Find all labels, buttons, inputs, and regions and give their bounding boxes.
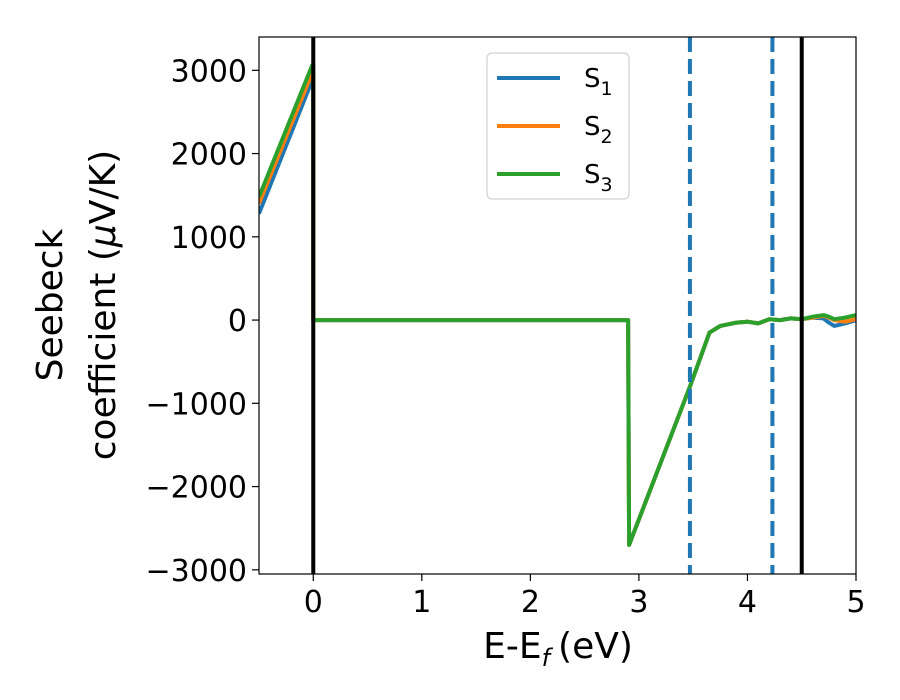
legend-label-s1: S1	[584, 64, 613, 100]
x-axis-title: E-Ef (eV)	[483, 626, 633, 672]
legend-label-s2: S2	[584, 112, 613, 148]
y-tick-label: 1000	[171, 221, 247, 256]
y-axis-title: Seebeck coefficient (μV/K)	[30, 150, 124, 460]
y-tick-label: 2000	[171, 138, 247, 173]
x-tick-label: 4	[738, 585, 757, 620]
y-tick-label: 0	[228, 304, 247, 339]
legend: S1 S2 S3	[486, 52, 630, 200]
plot-area	[259, 37, 856, 574]
x-tick-label: 3	[629, 585, 648, 620]
y-tick-label: −1000	[146, 387, 247, 422]
y-tick-label: −2000	[146, 471, 247, 506]
x-tick-label: 2	[521, 585, 540, 620]
y-axis-title-line1: Seebeck	[30, 228, 71, 381]
legend-label-s3: S3	[584, 160, 613, 196]
plot-content	[259, 37, 856, 574]
y-tick-label: −3000	[146, 554, 247, 589]
x-tick-label: 0	[304, 585, 323, 620]
axes-frame	[258, 36, 857, 575]
axes: 0 1 2 3 4 5 −3000 −2000 −1000 0 1000 2000 3000	[146, 36, 866, 620]
y-axis-title-line2: coefficient (μV/K)	[83, 150, 124, 460]
series-line-s3	[259, 63, 856, 547]
x-tick-label: 1	[412, 585, 431, 620]
x-tick-label: 5	[846, 585, 865, 620]
y-tick-label: 3000	[171, 54, 247, 89]
